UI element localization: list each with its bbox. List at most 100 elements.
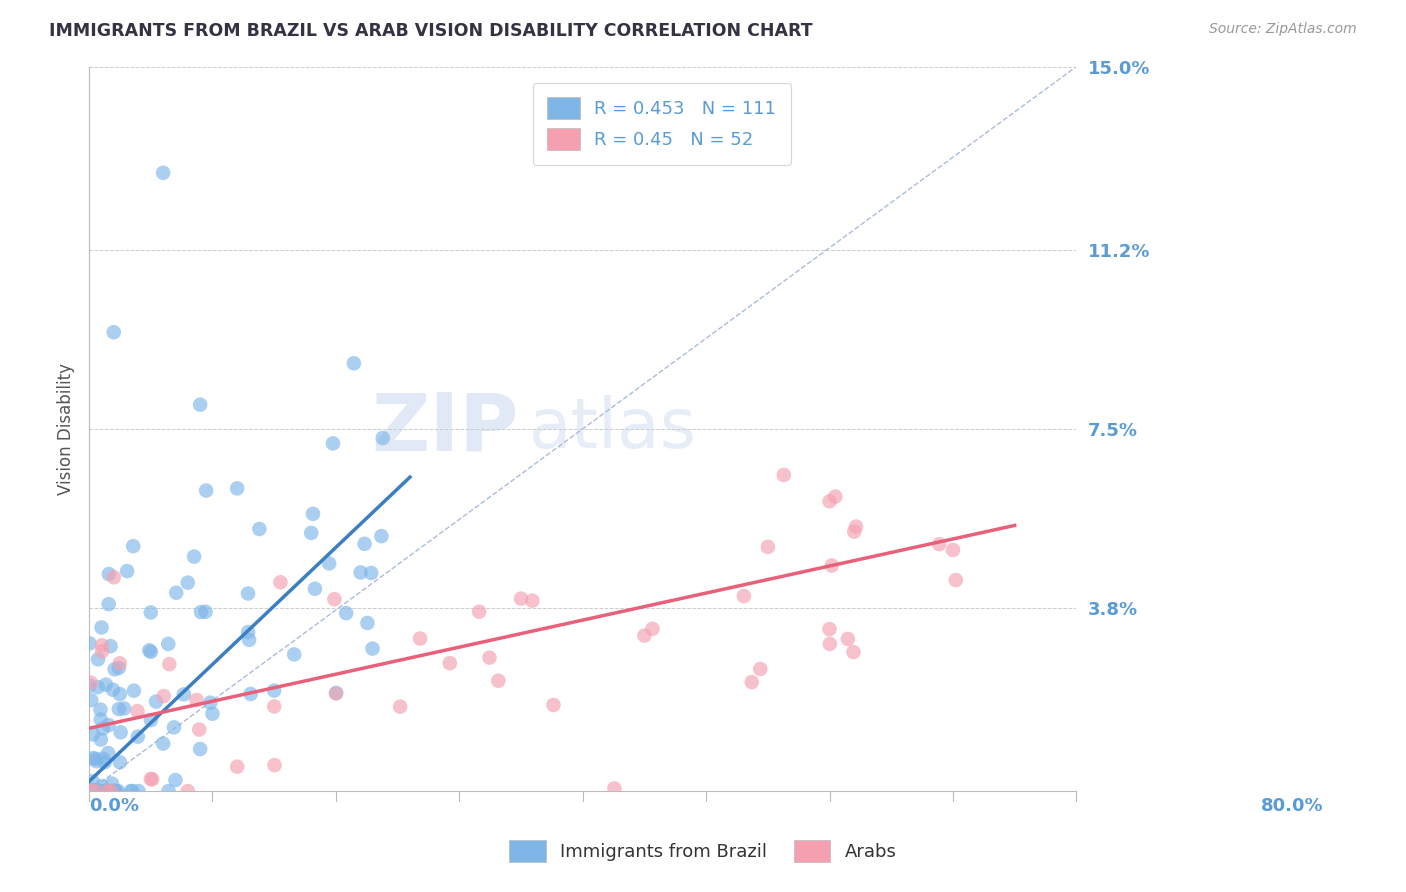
Point — [139, 606, 162, 620]
Legend: Immigrants from Brazil, Arabs: Immigrants from Brazil, Arabs — [502, 833, 904, 870]
Point — [318, 557, 340, 571]
Point — [818, 622, 841, 636]
Point — [139, 772, 162, 786]
Y-axis label: Vision Disability: Vision Disability — [58, 363, 75, 495]
Point — [190, 605, 212, 619]
Point — [818, 494, 841, 508]
Point — [80, 693, 103, 707]
Point — [821, 558, 844, 573]
Point — [108, 702, 131, 716]
Point — [173, 687, 195, 701]
Point — [96, 784, 118, 798]
Point — [112, 701, 135, 715]
Point — [139, 713, 162, 727]
Point — [302, 507, 325, 521]
Point — [152, 737, 174, 751]
Point — [141, 772, 163, 787]
Text: 0.0%: 0.0% — [89, 797, 139, 815]
Point — [145, 695, 167, 709]
Point — [103, 784, 125, 798]
Point — [165, 585, 187, 599]
Point — [238, 632, 260, 647]
Point — [247, 522, 270, 536]
Point — [127, 784, 149, 798]
Point — [96, 784, 118, 798]
Point — [370, 529, 392, 543]
Point — [749, 662, 772, 676]
Point — [80, 784, 103, 798]
Point — [389, 699, 412, 714]
Point — [837, 632, 859, 646]
Point — [79, 679, 101, 693]
Point — [543, 698, 565, 712]
Point — [371, 431, 394, 445]
Point — [87, 652, 110, 666]
Point — [139, 645, 162, 659]
Point — [97, 746, 120, 760]
Point — [177, 784, 200, 798]
Point — [478, 650, 501, 665]
Point — [77, 784, 100, 798]
Point — [97, 597, 120, 611]
Point — [263, 683, 285, 698]
Point — [121, 784, 143, 798]
Point — [844, 524, 866, 539]
Point — [103, 784, 125, 798]
Text: ZIP: ZIP — [371, 390, 519, 467]
Point — [138, 643, 160, 657]
Point — [486, 673, 509, 688]
Point — [82, 774, 104, 789]
Point — [89, 702, 111, 716]
Point — [90, 784, 112, 798]
Point — [91, 644, 114, 658]
Point — [107, 784, 129, 798]
Point — [93, 784, 115, 798]
Point — [80, 784, 103, 798]
Point — [201, 706, 224, 721]
Point — [108, 661, 131, 675]
Point — [110, 725, 132, 739]
Point — [177, 575, 200, 590]
Point — [942, 543, 965, 558]
Point — [733, 589, 755, 603]
Point — [945, 573, 967, 587]
Point — [226, 482, 249, 496]
Point — [183, 549, 205, 564]
Point — [105, 784, 128, 798]
Point — [103, 784, 125, 798]
Legend: R = 0.453   N = 111, R = 0.45   N = 52: R = 0.453 N = 111, R = 0.45 N = 52 — [533, 83, 790, 165]
Point — [756, 540, 779, 554]
Point — [194, 605, 217, 619]
Point — [468, 605, 491, 619]
Point — [83, 784, 105, 798]
Point — [522, 593, 544, 607]
Point — [263, 699, 285, 714]
Point — [633, 629, 655, 643]
Point — [83, 784, 105, 798]
Point — [122, 683, 145, 698]
Point — [122, 539, 145, 553]
Point — [263, 758, 285, 772]
Point — [79, 636, 101, 650]
Point — [82, 751, 104, 765]
Point — [89, 784, 111, 798]
Point — [93, 756, 115, 770]
Point — [82, 784, 104, 798]
Point — [845, 519, 868, 533]
Point — [323, 592, 346, 607]
Point — [603, 781, 626, 796]
Text: Source: ZipAtlas.com: Source: ZipAtlas.com — [1209, 22, 1357, 37]
Point — [269, 575, 291, 590]
Point — [439, 656, 461, 670]
Point — [772, 468, 794, 483]
Point — [299, 525, 322, 540]
Point — [108, 687, 131, 701]
Point — [325, 686, 347, 700]
Point — [165, 772, 187, 787]
Point — [188, 742, 211, 756]
Point — [103, 784, 125, 798]
Point — [510, 591, 533, 606]
Point — [108, 756, 131, 770]
Point — [186, 693, 208, 707]
Point — [108, 657, 131, 671]
